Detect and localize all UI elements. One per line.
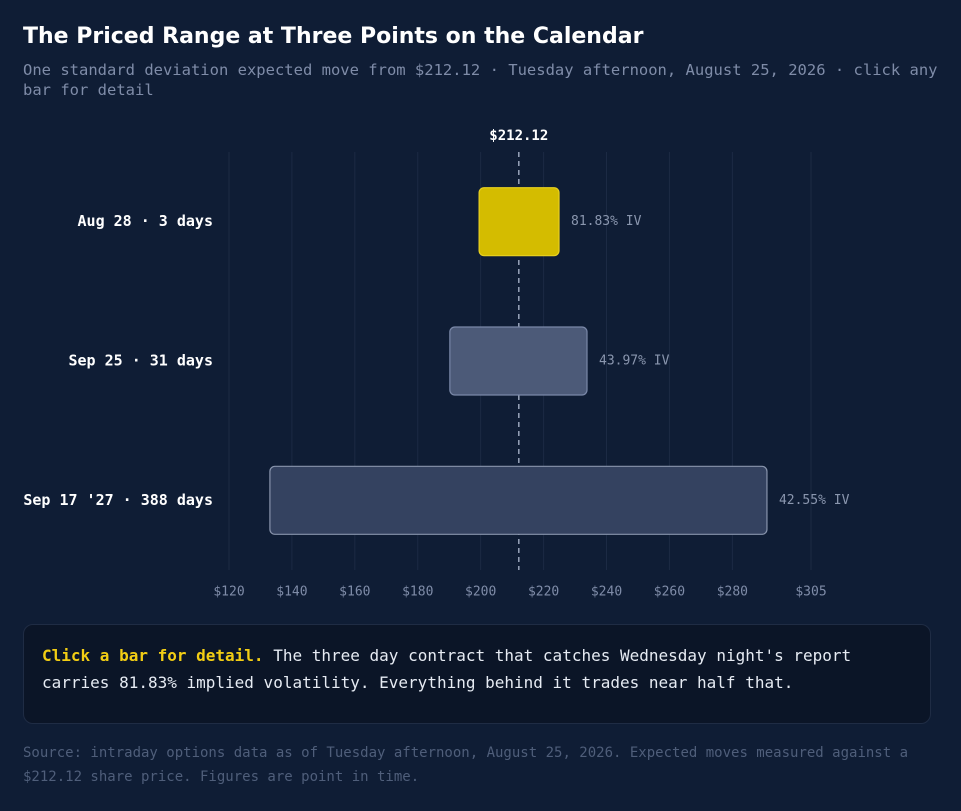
x-tick-label: $240 (591, 585, 622, 600)
chart-subtitle: One standard deviation expected move fro… (23, 61, 938, 99)
iv-label: 42.55% IV (779, 493, 850, 508)
y-tick-label: Aug 28 · 3 days (78, 212, 213, 230)
y-tick-label: Sep 17 '27 · 388 days (23, 491, 213, 509)
detail-box: Click a bar for detail. The three day co… (23, 624, 931, 724)
y-tick-label: Sep 25 · 31 days (69, 352, 214, 370)
detail-text: The three day contract that catches Wedn… (42, 646, 852, 692)
iv-label: 81.83% IV (571, 214, 642, 229)
x-tick-label: $305 (795, 585, 826, 600)
detail-heading: Click a bar for detail. (42, 646, 264, 665)
x-tick-label: $120 (213, 585, 244, 600)
x-tick-label: $200 (465, 585, 496, 600)
x-tick-label: $280 (717, 585, 748, 600)
range-bar[interactable] (269, 465, 768, 535)
x-tick-label: $160 (339, 585, 370, 600)
chart: $120 $140 $160 $180 $200 $220 $240 $260 $280 $305… (23, 128, 850, 600)
range-bar[interactable] (478, 187, 560, 257)
source-note: Source: intraday options data as of Tues… (23, 745, 909, 785)
x-tick-label: $140 (276, 585, 307, 600)
x-tick-label: $220 (528, 585, 559, 600)
x-tick-label: $260 (654, 585, 685, 600)
iv-label: 43.97% IV (599, 354, 670, 369)
x-tick-label: $180 (402, 585, 433, 600)
reference-label: $212.12 (489, 128, 548, 144)
chart-title: The Priced Range at Three Points on the … (23, 24, 644, 49)
range-bar[interactable] (449, 326, 588, 396)
